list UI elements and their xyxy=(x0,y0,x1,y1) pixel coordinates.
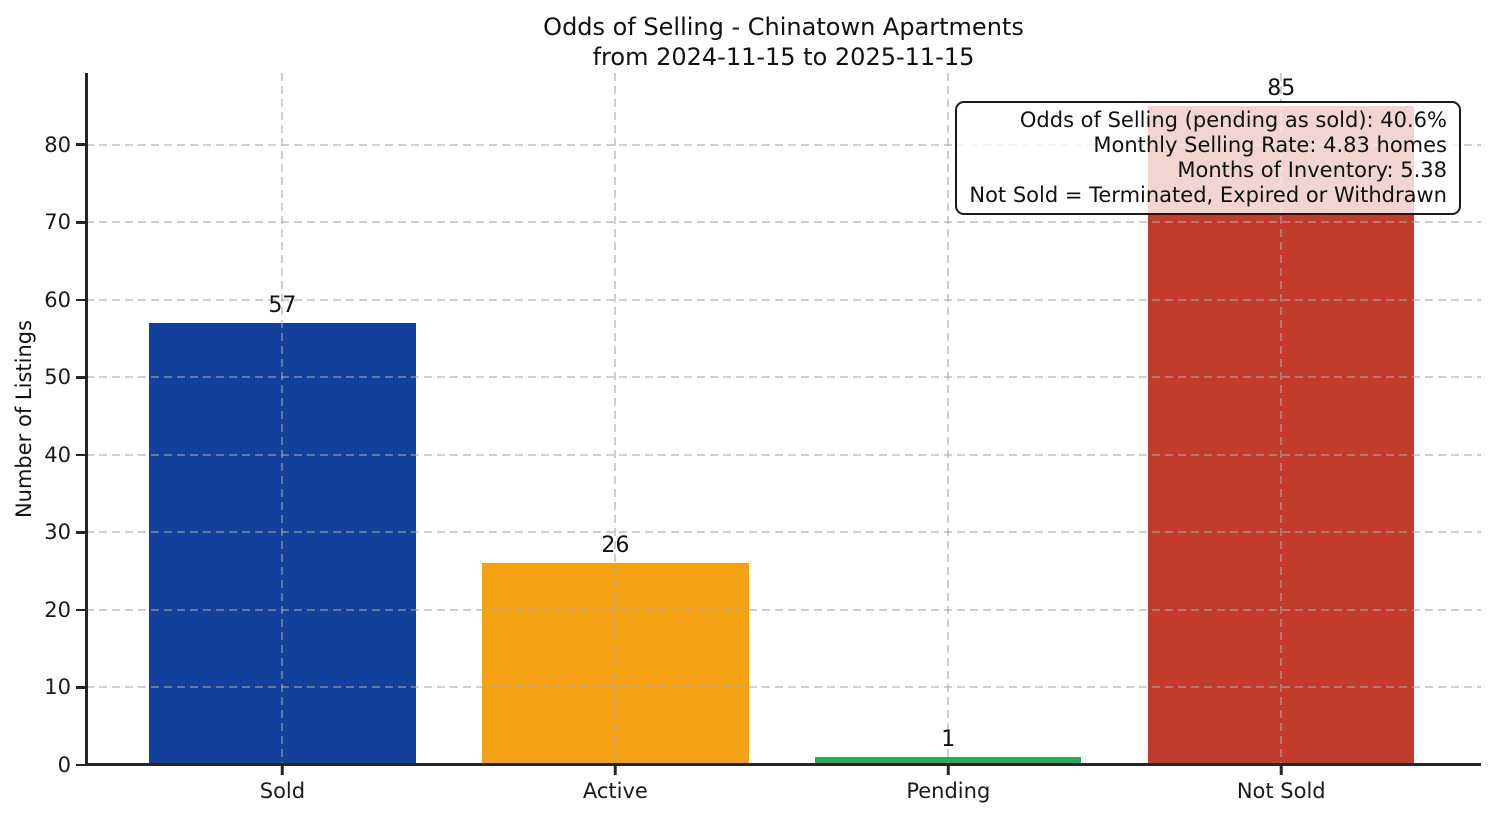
annotation-line: Not Sold = Terminated, Expired or Withdr… xyxy=(969,183,1447,207)
y-tick-label: 20 xyxy=(44,597,71,622)
annotation-box: Odds of Selling (pending as sold): 40.6%… xyxy=(955,101,1461,215)
chart-title: Odds of Selling - Chinatown Apartments f… xyxy=(86,12,1481,72)
bar-value-label: 1 xyxy=(941,727,956,753)
chart-title-line2: from 2024-11-15 to 2025-11-15 xyxy=(592,43,975,71)
y-tick-label: 70 xyxy=(44,210,71,235)
y-tick-label: 10 xyxy=(44,675,71,700)
bar-value-label: 57 xyxy=(268,293,297,319)
y-tick-label: 0 xyxy=(57,753,71,777)
annotation-line: Odds of Selling (pending as sold): 40.6% xyxy=(1019,108,1447,132)
y-tick-label: 30 xyxy=(44,520,71,545)
y-tick-mark xyxy=(76,453,86,457)
annotation-line: Monthly Selling Rate: 4.83 homes xyxy=(1093,133,1447,157)
y-axis-spine xyxy=(85,73,88,765)
x-tick-mark xyxy=(947,765,950,775)
annotation-line: Months of Inventory: 5.38 xyxy=(1177,158,1447,182)
bar-sold xyxy=(149,323,416,765)
y-tick-label: 60 xyxy=(44,287,71,312)
x-tick-label: Active xyxy=(582,779,648,803)
x-gridline xyxy=(947,73,950,765)
y-tick-mark xyxy=(76,376,86,379)
y-tick-label: 50 xyxy=(44,365,71,390)
y-tick-label: 80 xyxy=(44,132,71,157)
x-tick-label: Sold xyxy=(259,779,306,803)
x-tick-label: Not Sold xyxy=(1236,779,1326,803)
bar-value-label: 85 xyxy=(1267,75,1296,101)
y-tick-mark xyxy=(76,763,86,767)
x-tick-mark xyxy=(1279,765,1283,775)
chart-title-line1: Odds of Selling - Chinatown Apartments xyxy=(543,13,1024,41)
x-tick-mark xyxy=(281,765,284,775)
y-tick-mark xyxy=(76,143,86,146)
x-tick-label: Pending xyxy=(906,779,991,803)
y-tick-label: 40 xyxy=(44,442,71,467)
x-axis-spine xyxy=(85,763,1481,766)
y-tick-mark xyxy=(76,608,86,612)
bar-active xyxy=(482,563,749,765)
y-tick-mark xyxy=(76,298,86,302)
bar-value-label: 26 xyxy=(601,533,630,559)
y-tick-mark xyxy=(76,686,86,689)
y-tick-mark xyxy=(76,531,86,534)
y-axis-label: Number of Listings xyxy=(12,319,36,519)
x-tick-mark xyxy=(614,765,617,775)
y-tick-mark xyxy=(76,221,86,224)
